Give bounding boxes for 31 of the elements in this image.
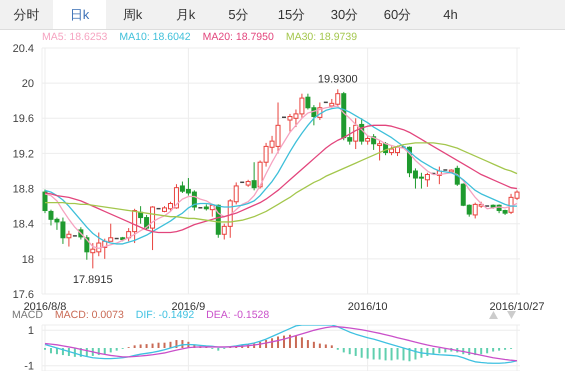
text: 30分 <box>330 6 360 24</box>
text: MACD: 0.0073 <box>54 309 124 321</box>
y-tick-label: 1 <box>28 325 34 338</box>
text: 60分 <box>382 6 412 24</box>
y-tick-label: -1 <box>24 360 34 371</box>
text: 周k <box>122 6 144 24</box>
y-tick-label: 17.6 <box>12 288 34 301</box>
x-tick-label: 2016/10 <box>348 300 388 313</box>
series-label: DEA: -0.1528 <box>206 309 270 321</box>
text: 月k <box>174 6 196 24</box>
annotation: 19.9300 <box>318 73 358 86</box>
text: 日k <box>53 0 106 29</box>
y-tick-label: 19.6 <box>12 113 34 126</box>
y-tick-label: 20.4 <box>12 42 34 55</box>
text: 5分 <box>227 6 250 24</box>
x-tick-label: 2016/10/27 <box>489 300 545 313</box>
text: MA10: 18.6042 <box>119 30 191 44</box>
y-tick-label: 20 <box>22 78 34 90</box>
text: 15分 <box>276 6 306 24</box>
y-tick-label: 18.8 <box>12 183 34 196</box>
text: 4h <box>442 6 459 24</box>
text: MA20: 18.7950 <box>202 30 274 44</box>
y-tick-label: 18 <box>22 254 34 266</box>
annotation: 17.8915 <box>72 274 113 286</box>
text: MA5: 18.6253 <box>42 30 108 44</box>
text: 分时 <box>12 6 40 24</box>
y-tick-label: 19.2 <box>12 148 34 160</box>
y-tick-label: 18.4 <box>12 218 34 231</box>
text: MA30: 18.9739 <box>286 30 358 44</box>
chart-title: MACD <box>12 309 43 321</box>
text: DIF: -0.1492 <box>136 309 194 321</box>
